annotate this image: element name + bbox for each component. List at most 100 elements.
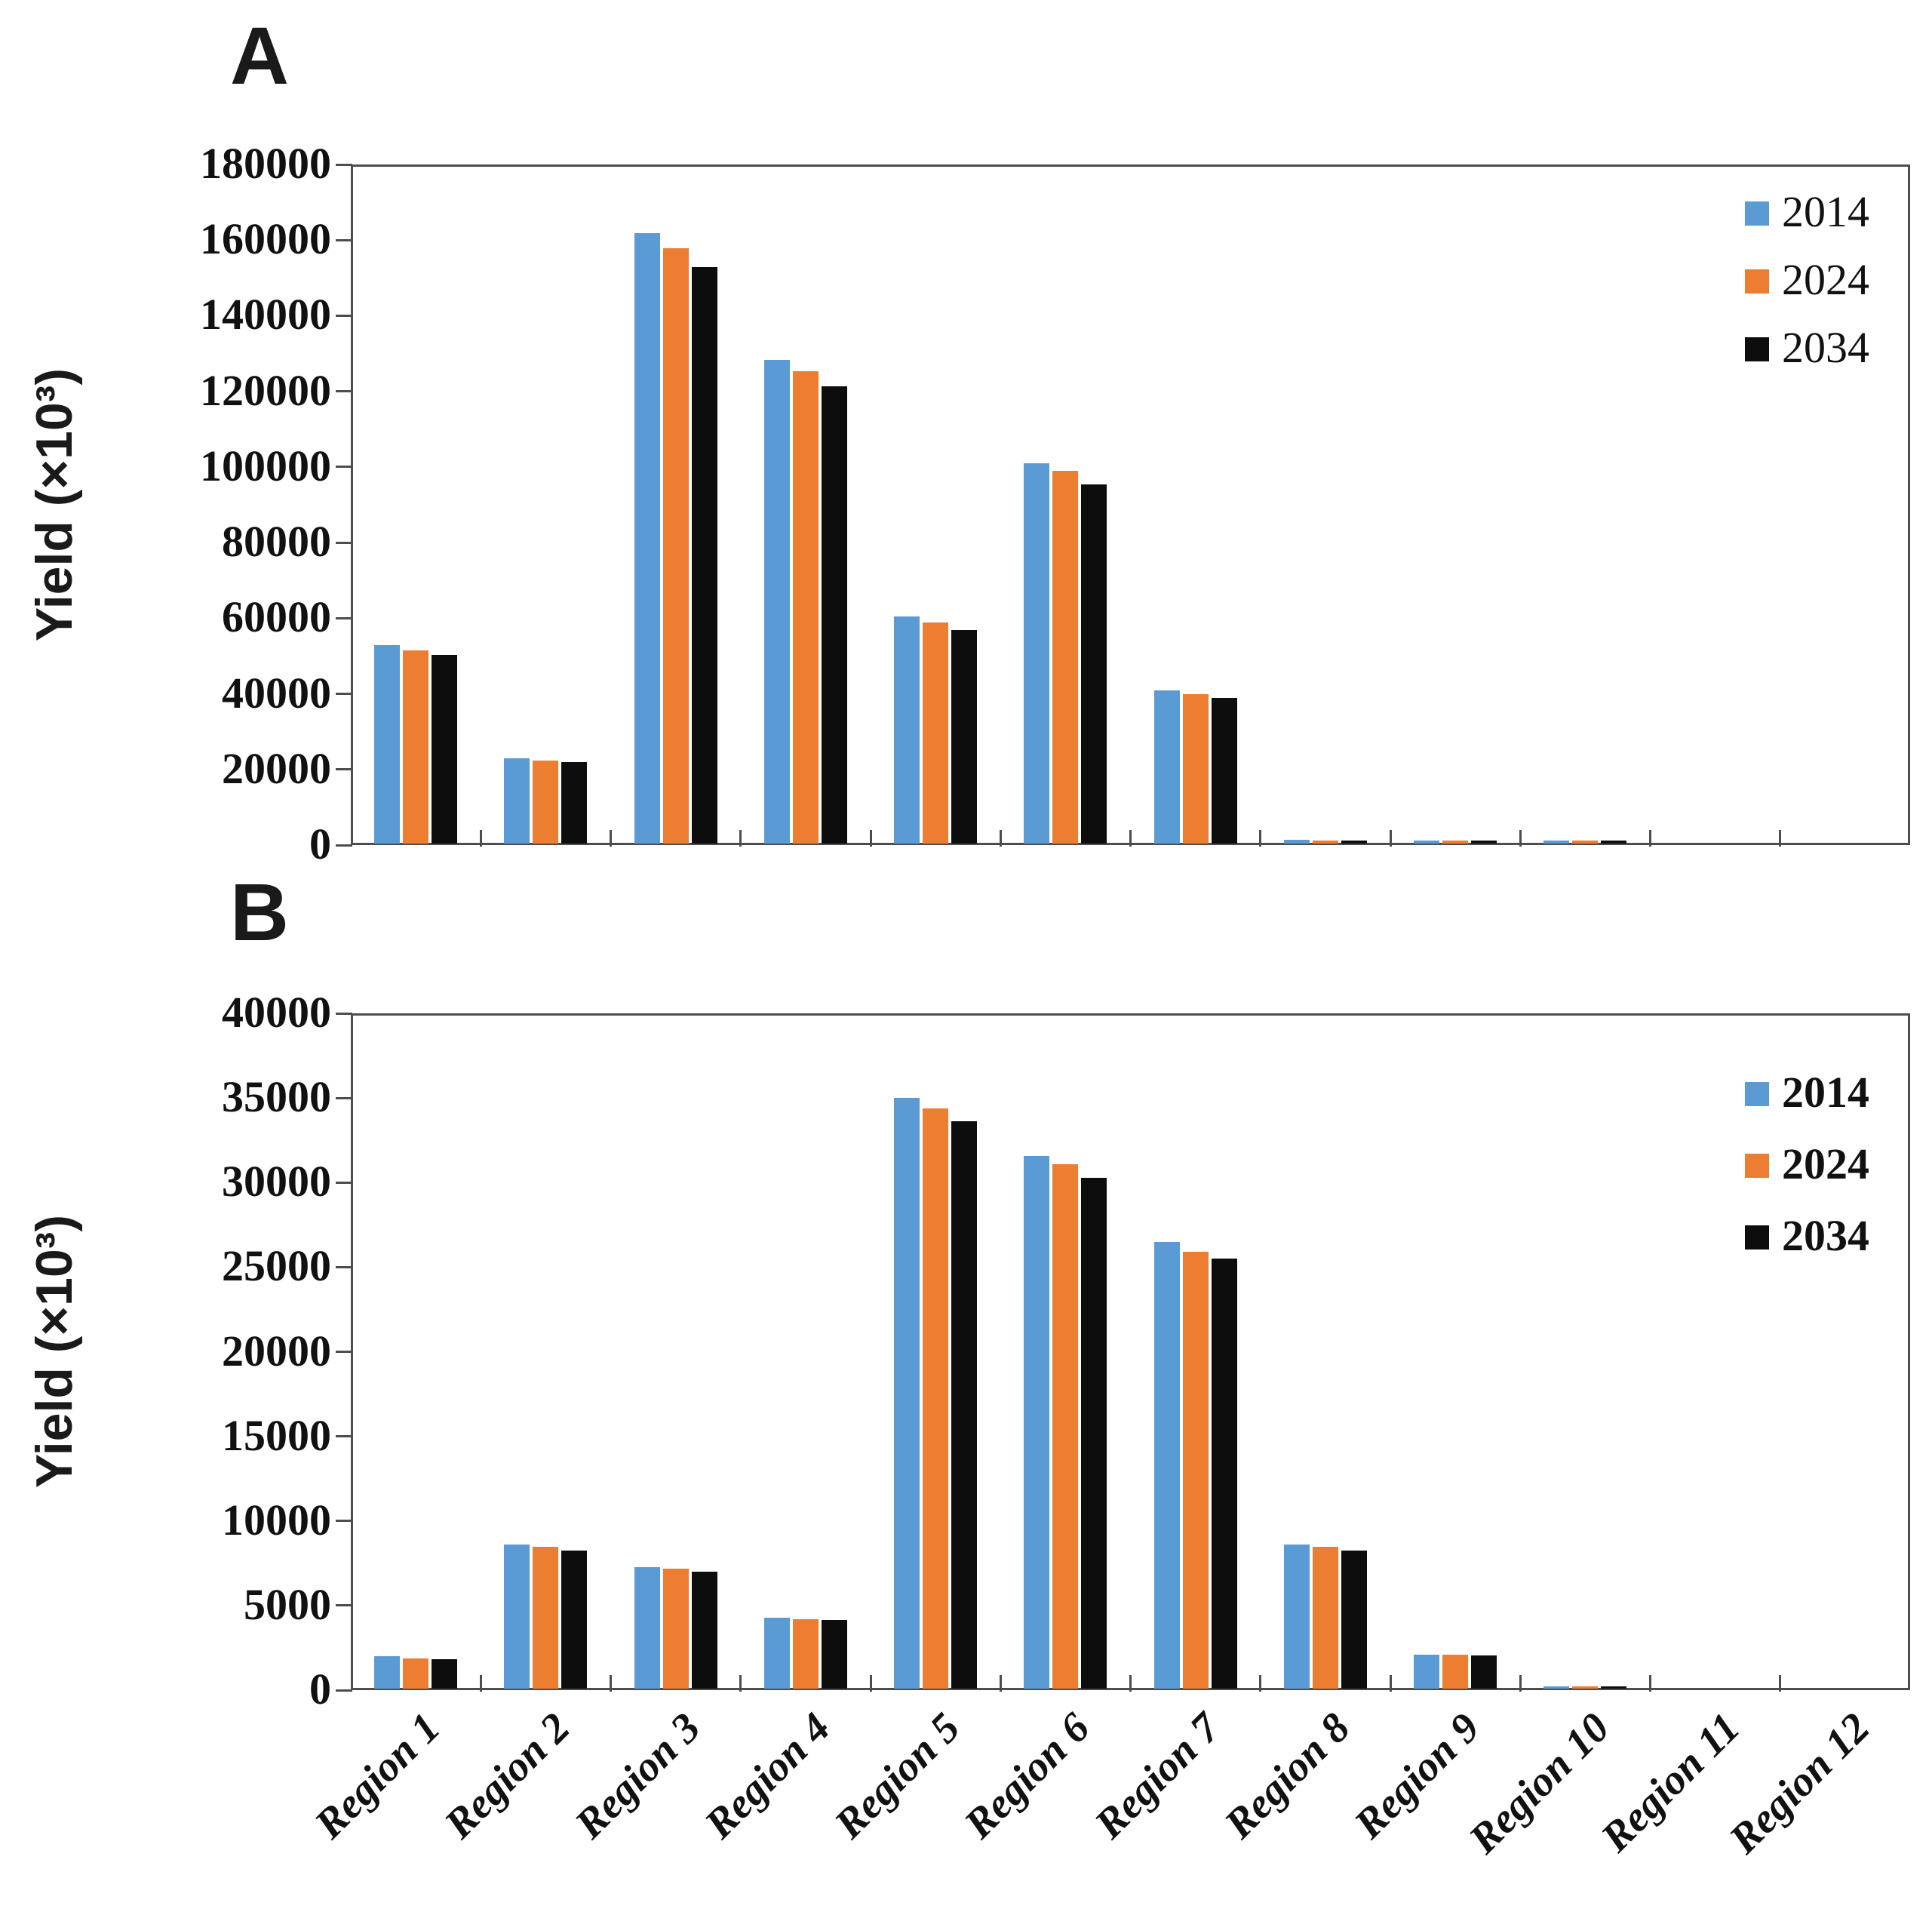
bar	[533, 761, 559, 844]
bar	[1471, 1655, 1497, 1689]
x-tick-mark	[1519, 830, 1522, 847]
x-axis-label: Region 3	[566, 1704, 710, 1848]
y-tick-mark	[336, 1604, 352, 1607]
bar	[374, 645, 401, 844]
x-tick-mark	[1649, 1675, 1651, 1692]
bar	[1024, 463, 1050, 844]
y-tick-mark	[336, 314, 352, 317]
bar	[504, 758, 530, 844]
y-tick-mark	[336, 1265, 352, 1268]
bar	[792, 1619, 819, 1689]
legend-label: 2014	[1782, 1067, 1869, 1117]
x-tick-mark	[999, 1675, 1002, 1692]
y-tick-mark	[336, 768, 352, 771]
y-tick-label: 100000	[200, 441, 331, 491]
y-tick-mark	[336, 1181, 352, 1184]
bar	[1153, 1242, 1180, 1689]
y-tick-mark	[336, 1435, 352, 1438]
bar	[894, 616, 920, 844]
x-axis-label: Region 12	[1720, 1704, 1879, 1863]
bar	[432, 1659, 458, 1689]
y-tick-label: 180000	[200, 139, 331, 189]
bar	[1052, 471, 1079, 844]
x-tick-mark	[1649, 830, 1651, 847]
y-tick-label: 30000	[222, 1157, 331, 1206]
y-tick-label: 5000	[244, 1580, 331, 1630]
legend-label: 2034	[1782, 1210, 1869, 1260]
bar	[763, 1618, 790, 1689]
y-tick-label: 80000	[222, 517, 331, 567]
bar	[662, 1569, 689, 1689]
y-tick-label: 25000	[222, 1241, 331, 1291]
y-tick-mark	[336, 163, 352, 166]
bar	[1543, 1686, 1570, 1689]
panel-b-plot-area	[351, 1013, 1910, 1690]
y-tick-label: 140000	[200, 290, 331, 340]
bar	[923, 1108, 949, 1689]
y-tick-mark	[336, 1012, 352, 1015]
legend-swatch	[1745, 1225, 1769, 1250]
bar	[561, 1551, 588, 1689]
bar	[691, 267, 717, 844]
y-tick-mark	[336, 238, 352, 241]
bar	[1081, 1178, 1107, 1689]
x-axis-label: Region 8	[1215, 1704, 1359, 1848]
x-tick-mark	[1259, 1675, 1262, 1692]
bar	[1312, 1547, 1338, 1689]
bar	[691, 1572, 717, 1689]
x-tick-mark	[479, 1675, 482, 1692]
y-tick-mark	[336, 693, 352, 696]
y-tick-label: 15000	[222, 1410, 331, 1460]
x-axis-label: Region 5	[825, 1704, 969, 1848]
bar	[634, 1567, 660, 1689]
x-axis-label: Region 6	[955, 1704, 1099, 1848]
legend-label: 2034	[1782, 322, 1869, 372]
panel-a-plot-area	[351, 164, 1910, 845]
legend-swatch	[1745, 1082, 1769, 1106]
bar	[1211, 698, 1237, 844]
y-tick-label: 40000	[222, 668, 331, 718]
bar	[1052, 1164, 1079, 1689]
bar	[1153, 690, 1180, 844]
x-axis-label: Region 7	[1086, 1704, 1230, 1848]
x-axis-label: Region 10	[1460, 1704, 1619, 1863]
x-tick-mark	[1259, 830, 1262, 847]
bar	[951, 1121, 978, 1689]
legend-label: 2014	[1782, 186, 1869, 236]
legend-label: 2024	[1782, 1139, 1869, 1188]
legend-label: 2024	[1782, 254, 1869, 304]
legend-swatch	[1745, 269, 1769, 294]
y-tick-mark	[336, 616, 352, 619]
bar	[1182, 1252, 1209, 1689]
bar	[1543, 841, 1570, 844]
bar	[1312, 841, 1338, 844]
y-tick-label: 40000	[222, 988, 331, 1037]
y-tick-mark	[336, 1689, 352, 1692]
y-tick-mark	[336, 541, 352, 544]
bar	[1182, 694, 1209, 844]
x-tick-mark	[1129, 1675, 1132, 1692]
x-tick-mark	[479, 830, 482, 847]
x-axis-label: Region 1	[306, 1704, 450, 1848]
y-tick-mark	[336, 1351, 352, 1353]
bar	[923, 622, 949, 844]
y-tick-label: 20000	[222, 1326, 331, 1376]
panel-a-letter: A	[230, 10, 289, 101]
y-tick-mark	[336, 466, 352, 469]
bar	[561, 762, 588, 844]
bar	[533, 1547, 559, 1689]
bar	[1471, 841, 1497, 844]
x-tick-mark	[739, 830, 742, 847]
y-tick-label: 0	[309, 1664, 331, 1714]
x-tick-mark	[999, 830, 1002, 847]
bar	[634, 233, 660, 844]
bar	[403, 650, 429, 844]
legend-swatch	[1745, 337, 1769, 361]
x-tick-mark	[1779, 830, 1782, 847]
panel-b-y-axis-title: Yield (×10³)	[26, 1214, 83, 1489]
y-tick-label: 120000	[200, 365, 331, 415]
x-tick-mark	[1519, 1675, 1522, 1692]
bar	[1572, 1686, 1599, 1689]
bar	[1414, 841, 1440, 844]
bar	[1211, 1259, 1237, 1689]
